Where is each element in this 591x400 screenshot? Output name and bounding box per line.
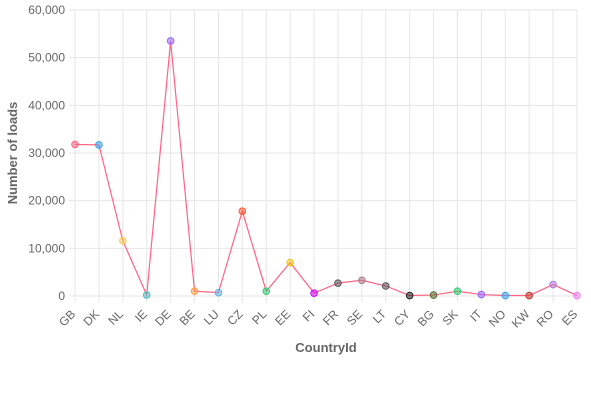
y-axis-title: Number of loads: [5, 102, 20, 205]
data-point: [119, 236, 127, 245]
data-point: [262, 287, 271, 296]
series-line: [74, 40, 578, 298]
data-point: [166, 37, 175, 45]
x-tick-label: NO: [486, 307, 509, 330]
x-axis-ticks: GB DK NL IE DE BE LU CZ PL EE FI FR SE LT CY BG SK IT NO KW…: [56, 307, 580, 331]
data-point: [214, 288, 223, 297]
y-tick-label: 20,000: [28, 194, 65, 208]
data-point: [477, 290, 486, 299]
data-point: [525, 291, 533, 300]
x-tick-label: GB: [56, 307, 78, 329]
x-tick-label: IE: [132, 307, 150, 325]
y-tick-label: 30,000: [28, 146, 65, 160]
data-point: [190, 287, 199, 296]
data-point: [334, 279, 342, 287]
data-point: [286, 258, 294, 267]
x-tick-label: CY: [391, 307, 413, 329]
data-point: [429, 291, 438, 299]
x-tick-label: LU: [201, 307, 222, 328]
series-points: [71, 37, 581, 300]
data-point: [501, 291, 510, 300]
data-point: [381, 282, 390, 290]
x-tick-label: NL: [105, 307, 126, 328]
x-tick-label: CZ: [224, 307, 245, 328]
data-point: [549, 280, 557, 289]
data-point: [453, 287, 462, 296]
x-tick-label: SK: [440, 307, 461, 328]
x-axis-title: CountryId: [295, 340, 356, 355]
series-line-path: [74, 40, 578, 298]
y-tick-label: 60,000: [28, 3, 65, 17]
y-tick-label: 10,000: [28, 241, 65, 255]
data-point: [95, 141, 103, 149]
y-axis-ticks: 0 10,000 20,000 30,000 40,000 50,000 60,000: [28, 3, 65, 303]
data-point: [405, 291, 414, 300]
data-point: [573, 291, 581, 300]
x-tick-label: SE: [344, 307, 365, 328]
data-point: [310, 289, 318, 297]
y-tick-label: 0: [58, 289, 65, 303]
y-tick-label: 40,000: [28, 98, 65, 112]
x-tick-label: IT: [467, 307, 485, 325]
x-tick-label: RO: [534, 307, 557, 330]
grid: [69, 9, 578, 302]
x-tick-label: FI: [300, 307, 317, 324]
y-tick-label: 50,000: [28, 51, 65, 65]
data-point: [358, 276, 366, 285]
x-tick-label: BE: [177, 307, 198, 328]
x-tick-label: KW: [509, 307, 533, 331]
x-tick-label: DK: [81, 307, 103, 329]
x-tick-label: ES: [559, 307, 580, 328]
x-tick-label: PL: [249, 307, 270, 328]
x-tick-label: BG: [415, 307, 437, 329]
x-tick-label: FR: [320, 307, 341, 328]
data-point: [238, 207, 247, 215]
data-point: [71, 140, 79, 149]
x-tick-label: DE: [152, 307, 174, 329]
x-tick-label: LT: [370, 307, 390, 327]
x-tick-label: EE: [272, 307, 293, 328]
data-point: [142, 291, 151, 299]
